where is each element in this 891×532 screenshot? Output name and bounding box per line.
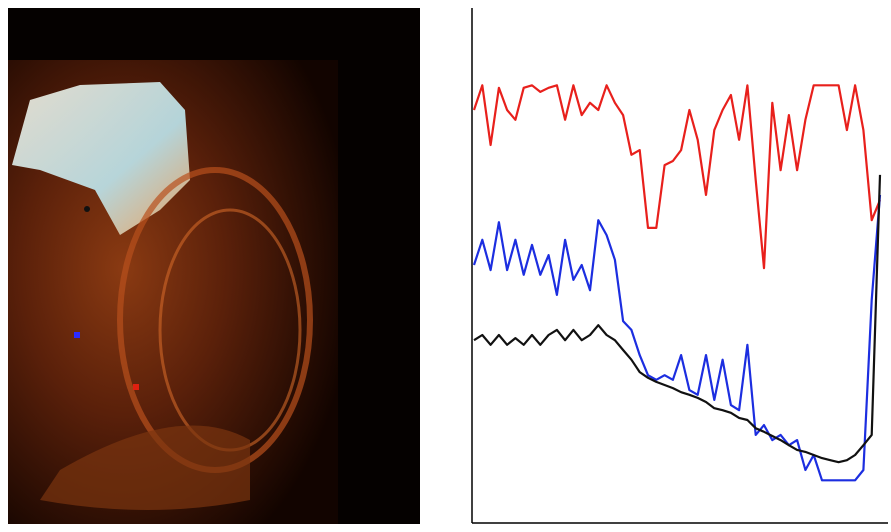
figure [0, 0, 891, 532]
camera-frame [8, 8, 420, 524]
page: {"chart_data": {"type": "line", "x": [0,… [0, 0, 891, 532]
